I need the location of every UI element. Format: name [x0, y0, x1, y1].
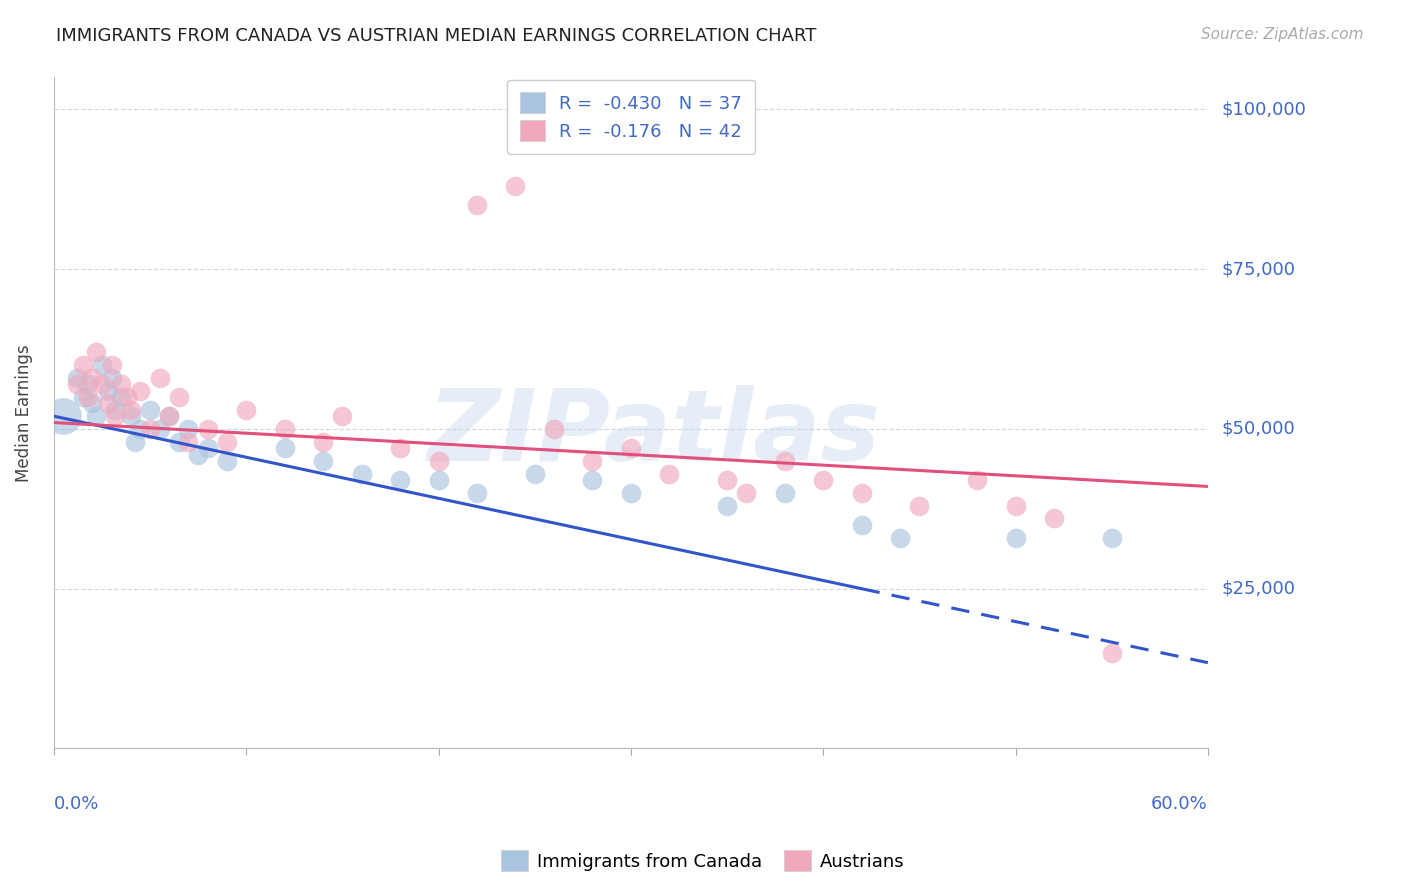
Point	[84, 409, 107, 424]
Point	[505, 179, 527, 194]
Point	[84, 345, 107, 359]
Point	[620, 441, 643, 455]
Point	[312, 434, 335, 449]
Text: 60.0%: 60.0%	[1152, 796, 1208, 814]
Point	[330, 409, 353, 424]
Text: $100,000: $100,000	[1222, 101, 1306, 119]
Point	[77, 390, 100, 404]
Point	[889, 531, 911, 545]
Text: IMMIGRANTS FROM CANADA VS AUSTRIAN MEDIAN EARNINGS CORRELATION CHART: IMMIGRANTS FROM CANADA VS AUSTRIAN MEDIA…	[56, 27, 817, 45]
Point	[157, 409, 180, 424]
Point	[90, 358, 112, 372]
Point	[197, 441, 219, 455]
Point	[465, 198, 488, 212]
Point	[851, 486, 873, 500]
Point	[620, 486, 643, 500]
Point	[129, 422, 152, 436]
Point	[139, 422, 162, 436]
Text: ZIPatlas: ZIPatlas	[427, 384, 880, 482]
Point	[1101, 531, 1123, 545]
Point	[581, 454, 603, 468]
Text: Source: ZipAtlas.com: Source: ZipAtlas.com	[1201, 27, 1364, 42]
Point	[966, 473, 988, 487]
Point	[773, 486, 796, 500]
Point	[465, 486, 488, 500]
Point	[197, 422, 219, 436]
Point	[581, 473, 603, 487]
Point	[523, 467, 546, 481]
Point	[1004, 499, 1026, 513]
Point	[157, 409, 180, 424]
Point	[115, 390, 138, 404]
Legend: R =  -0.430   N = 37, R =  -0.176   N = 42: R = -0.430 N = 37, R = -0.176 N = 42	[508, 79, 755, 154]
Point	[124, 434, 146, 449]
Point	[66, 377, 89, 392]
Text: $25,000: $25,000	[1222, 580, 1296, 598]
Point	[735, 486, 758, 500]
Point	[215, 434, 238, 449]
Point	[716, 473, 738, 487]
Point	[90, 377, 112, 392]
Point	[104, 409, 127, 424]
Point	[110, 377, 132, 392]
Point	[773, 454, 796, 468]
Text: $75,000: $75,000	[1222, 260, 1296, 278]
Y-axis label: Median Earnings: Median Earnings	[15, 344, 32, 482]
Point	[312, 454, 335, 468]
Point	[427, 473, 450, 487]
Point	[72, 390, 94, 404]
Point	[120, 402, 142, 417]
Point	[149, 422, 172, 436]
Legend: Immigrants from Canada, Austrians: Immigrants from Canada, Austrians	[494, 843, 912, 879]
Point	[139, 402, 162, 417]
Point	[543, 422, 565, 436]
Point	[82, 371, 104, 385]
Point	[167, 390, 190, 404]
Point	[908, 499, 931, 513]
Point	[82, 396, 104, 410]
Point	[235, 402, 257, 417]
Point	[389, 441, 412, 455]
Point	[716, 499, 738, 513]
Point	[350, 467, 373, 481]
Point	[52, 409, 75, 424]
Point	[1043, 511, 1066, 525]
Point	[77, 377, 100, 392]
Point	[97, 396, 120, 410]
Point	[273, 422, 295, 436]
Point	[149, 371, 172, 385]
Point	[129, 384, 152, 398]
Point	[177, 434, 200, 449]
Point	[658, 467, 681, 481]
Point	[72, 358, 94, 372]
Point	[66, 371, 89, 385]
Point	[100, 371, 122, 385]
Point	[110, 390, 132, 404]
Point	[215, 454, 238, 468]
Point	[851, 517, 873, 532]
Point	[177, 422, 200, 436]
Point	[120, 409, 142, 424]
Text: 0.0%: 0.0%	[53, 796, 100, 814]
Point	[104, 402, 127, 417]
Point	[1101, 646, 1123, 660]
Point	[97, 384, 120, 398]
Point	[811, 473, 834, 487]
Text: $50,000: $50,000	[1222, 420, 1295, 438]
Point	[100, 358, 122, 372]
Point	[1004, 531, 1026, 545]
Point	[187, 448, 209, 462]
Point	[389, 473, 412, 487]
Point	[427, 454, 450, 468]
Point	[167, 434, 190, 449]
Point	[273, 441, 295, 455]
